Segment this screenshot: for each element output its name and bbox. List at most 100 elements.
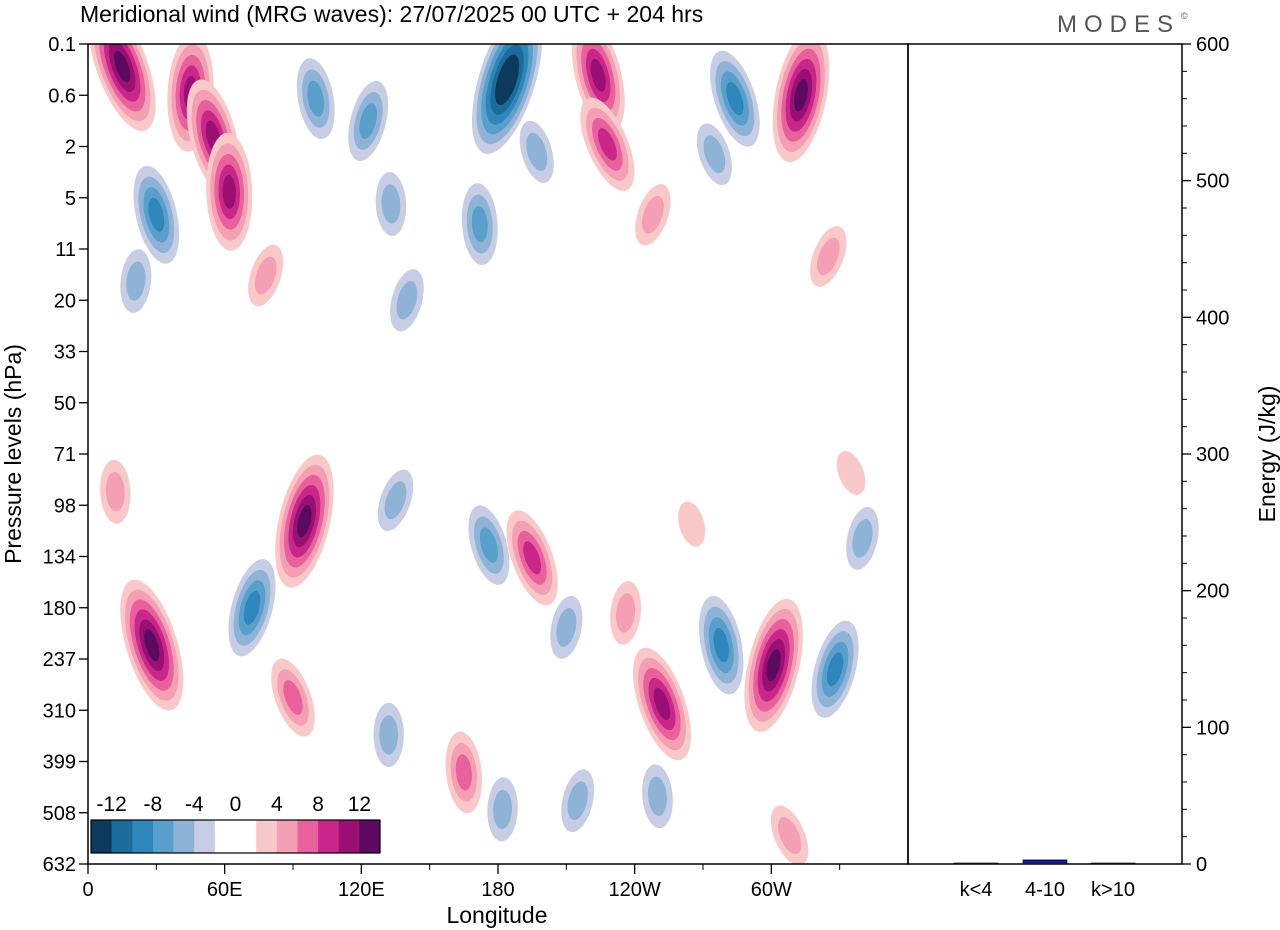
wind-cell-28: [373, 702, 404, 767]
wind-contour-43-2: [777, 817, 802, 855]
wind-contour-4-5: [222, 174, 236, 209]
wind-contour-29-3: [455, 754, 472, 791]
energy-tick-label: 500: [1196, 171, 1229, 193]
energy-y-axis: 0 100 200 300 400 500 600: [1182, 34, 1229, 876]
wind-contour-12-5: [590, 58, 606, 92]
chart-title: Meridional wind (MRG waves): 27/07/2025 …: [80, 1, 703, 27]
wind-contour-19-2: [126, 261, 146, 301]
wind-cell-13: [580, 97, 635, 192]
wind-contour-13-4: [597, 128, 617, 161]
wind-cell-30: [468, 505, 510, 585]
wind-cell-38: [744, 598, 803, 732]
wind-cell-39: [811, 620, 859, 718]
wind-cell-27: [100, 459, 131, 524]
wind-contour-38-6: [766, 649, 781, 682]
wind-cell-21: [390, 269, 424, 332]
energy-bar-4-10: [1022, 859, 1068, 865]
colorbar-label: -12: [96, 793, 126, 816]
wind-cell-34: [610, 580, 642, 645]
x-tick-label: 60W: [751, 879, 792, 901]
wind-contour-7-3: [359, 103, 378, 139]
colorbar-swatch-10: [276, 820, 298, 853]
wind-contour-14-4: [726, 81, 744, 116]
wind-contour-39-4: [826, 652, 844, 687]
wind-cell-26: [271, 658, 315, 737]
energy-axis-label: Energy (J/kg): [1254, 386, 1280, 523]
wind-cell-10: [461, 183, 498, 266]
wind-contour-21-2: [396, 281, 418, 320]
wind-contour-25-6: [144, 629, 160, 662]
wind-cell-32: [487, 777, 518, 842]
colorbar-label: -8: [144, 793, 163, 816]
colorbar-frame: [90, 819, 381, 854]
wind-cell-37: [699, 595, 744, 695]
colorbar-swatch-6: [194, 820, 216, 853]
wind-contour-5-4: [148, 197, 165, 232]
modes-logo: MODES: [1057, 11, 1180, 38]
wind-cell-36: [678, 501, 706, 547]
wind-cell-42: [561, 769, 595, 833]
wind-cell-9: [471, 44, 543, 154]
wind-cell-7: [348, 81, 389, 162]
wind-cell-25: [120, 579, 184, 711]
y-tick-label: 632: [43, 854, 76, 876]
y-tick-label: 2: [65, 137, 76, 159]
colorbar-swatch-9: [256, 820, 278, 853]
x-tick-label: 60E: [207, 879, 243, 901]
energy-bar-k<4: [953, 862, 999, 865]
heatmap: [88, 44, 879, 864]
wind-contour-33-2: [556, 607, 577, 647]
colorbar-swatch-3: [132, 820, 154, 853]
wind-cell-6: [296, 58, 335, 140]
wind-contour-42-2: [567, 781, 588, 821]
colorbar-swatch-12: [318, 820, 340, 853]
y-tick-label: 11: [55, 239, 76, 261]
colorbar: -12 -8 -4 0 4 8 12: [90, 793, 381, 854]
wind-contour-35-5: [653, 687, 671, 721]
wind-contour-37-4: [713, 627, 729, 663]
y-axis: 0.1 0.6 2 5 11 20 33 50 71 98 134 180 237 310 399 508 63…: [43, 34, 88, 876]
energy-category-label: 4-10: [1025, 879, 1065, 901]
wind-cell-33: [550, 595, 583, 659]
energy-category-label: k>10: [1091, 879, 1135, 901]
wind-contour-26-3: [283, 680, 303, 715]
wind-contour-11-2: [526, 132, 548, 171]
wind-contour-15-2: [703, 135, 726, 174]
wind-contour-6-3: [307, 80, 325, 117]
x-tick-label: 180: [481, 879, 514, 901]
wind-cell-23: [228, 559, 276, 657]
energy-tick-label: 100: [1196, 717, 1229, 739]
energy-category-label: k<4: [960, 879, 993, 901]
wind-contour-34-2: [615, 593, 636, 633]
wind-contour-10-3: [471, 205, 488, 243]
x-axis: 0 60E 120E 180 120W 60W: [82, 864, 841, 901]
wind-cell-40: [846, 506, 879, 570]
wind-contour-20-2: [254, 256, 277, 295]
colorbar-label: -4: [185, 793, 204, 816]
y-tick-label: 0.1: [48, 34, 76, 56]
y-tick-label: 98: [54, 495, 76, 517]
wind-cell-4: [206, 132, 253, 251]
energy-tick-label: 400: [1196, 307, 1229, 329]
colorbar-label: 0: [230, 793, 242, 816]
wind-cell-43: [770, 805, 809, 864]
wind-contour-22-6: [297, 505, 312, 538]
wind-contour-18-2: [817, 237, 840, 276]
wind-cell-22: [275, 454, 334, 588]
y-tick-label: 399: [43, 752, 76, 774]
wind-cell-31: [506, 510, 558, 606]
wind-contour-31-4: [523, 541, 542, 575]
x-tick-label: 120E: [338, 879, 385, 901]
wind-contour-16-6: [794, 79, 808, 112]
wind-contour-27-2: [105, 472, 125, 512]
wind-cell-19: [120, 249, 152, 313]
colorbar-label: 12: [348, 793, 371, 816]
y-tick-label: 0.6: [48, 85, 76, 107]
energy-tick-label: 600: [1196, 34, 1229, 56]
wind-contour-9-7: [499, 64, 515, 96]
wind-contour-8-2: [381, 184, 401, 224]
wind-contour-40-2: [852, 519, 873, 558]
wind-cell-8: [375, 171, 407, 236]
colorbar-swatch-11: [297, 820, 319, 853]
y-tick-label: 180: [43, 598, 76, 620]
